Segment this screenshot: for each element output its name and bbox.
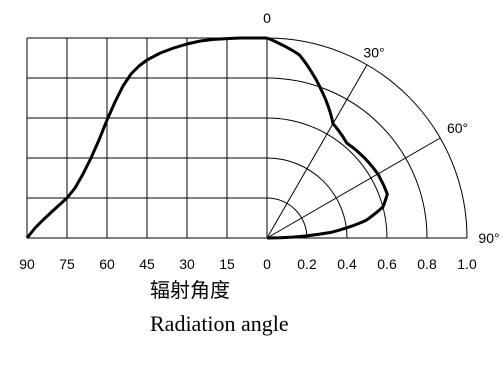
- angle-label: 60°: [447, 120, 468, 136]
- angle-label: 30°: [363, 45, 384, 61]
- angle-label: 90°: [478, 230, 499, 246]
- polar-spoke: [266, 64, 368, 239]
- radial-tick-label: 0.6: [377, 256, 397, 272]
- polar-grid: [27, 37, 468, 239]
- tick-labels: 90 75 60 45 30 15 0 0.2 0.4 0.6 0.8 1.0 0 30° 60° 90°: [19, 10, 499, 272]
- radial-tick-label: 1.0: [457, 256, 477, 272]
- polar-arc: [266, 197, 308, 239]
- x-tick-label: 0: [263, 256, 271, 272]
- caption-english: Radiation angle: [150, 311, 289, 336]
- left-panel-grid: [26, 37, 268, 239]
- polar-arc: [266, 37, 468, 239]
- intensity-curve-polar: [266, 36, 389, 240]
- polar-arc: [266, 157, 348, 239]
- angle-label: 0: [263, 10, 271, 26]
- radial-tick-label: 0.8: [417, 256, 437, 272]
- x-tick-label: 75: [59, 256, 75, 272]
- radial-tick-label: 0.4: [337, 256, 357, 272]
- polar-arc: [266, 77, 428, 239]
- x-tick-label: 45: [139, 256, 155, 272]
- curves: [25, 36, 389, 240]
- x-tick-label: 30: [179, 256, 195, 272]
- x-tick-label: 90: [19, 256, 35, 272]
- polar-spoke: [266, 137, 441, 239]
- x-tick-label: 60: [99, 256, 115, 272]
- polar-arc: [266, 117, 388, 239]
- radial-tick-label: 0.2: [297, 256, 317, 272]
- intensity-curve-left: [25, 36, 267, 239]
- x-tick-label: 15: [219, 256, 235, 272]
- caption-chinese: 辐射角度: [150, 278, 230, 302]
